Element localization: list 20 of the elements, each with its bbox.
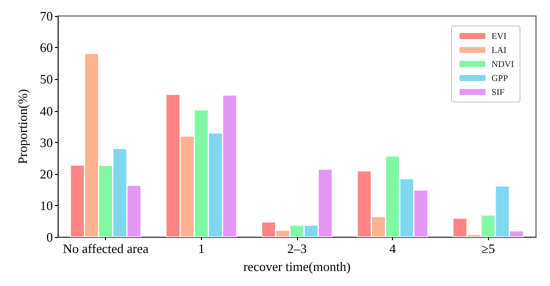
y-tick-label: 60 (40, 40, 53, 56)
y-axis-title: Proportion(%) (15, 88, 30, 164)
legend-label: NDVI (492, 59, 514, 69)
y-tick-label: 20 (40, 166, 53, 182)
legend-label: EVI (492, 31, 507, 41)
x-tick-label: 1 (198, 241, 205, 256)
x-tick-label: 2–3 (287, 241, 307, 256)
x-tick-label: ≥5 (481, 241, 496, 256)
legend-label: GPP (492, 73, 508, 83)
y-tick-label: 50 (40, 72, 53, 87)
x-tick-label: 4 (389, 241, 396, 256)
y-tick-label: 70 (40, 8, 53, 24)
y-tick-label: 10 (40, 198, 53, 214)
legend-label: SIF (492, 87, 505, 97)
y-tick-label: 40 (40, 103, 53, 118)
x-tick-label: No affected area (62, 241, 149, 256)
y-tick-label: 30 (40, 134, 53, 150)
x-axis-title: recover time(month) (243, 259, 351, 274)
legend-label: LAI (492, 45, 507, 55)
y-tick-label: 0 (46, 230, 53, 245)
